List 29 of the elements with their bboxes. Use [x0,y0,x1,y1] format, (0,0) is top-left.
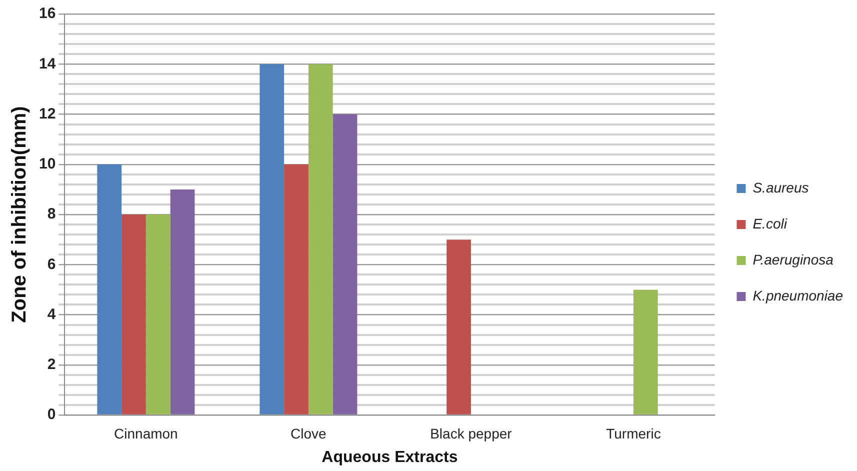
bar [146,214,170,414]
bar [260,64,284,414]
legend-label: S.aureus [752,179,809,196]
x-axis-title: Aqueous Extracts [322,448,458,466]
y-tick-label: 0 [47,406,56,424]
x-tick-label: Cinnamon [114,425,178,442]
bar [97,164,122,414]
bar [122,214,146,414]
y-tick-label: 10 [38,156,56,173]
y-tick-label: 12 [38,105,56,122]
bar [446,240,471,414]
bar [308,64,333,414]
legend-label: P.aeruginosa [752,251,834,268]
y-tick-label: 4 [47,306,56,323]
bar [170,189,195,414]
y-tick-label: 16 [38,5,56,22]
bar [284,164,308,414]
x-tick-label: Clove [290,425,327,442]
y-tick-label: 8 [47,206,56,223]
bar [332,114,358,414]
y-tick-label: 6 [47,256,56,273]
x-tick-label: Black pepper [430,425,512,442]
y-tick-label: 14 [38,55,56,72]
y-axis-title: Zone of inhibition(mm) [8,106,31,323]
y-tick-label: 2 [47,356,56,374]
legend-label: E.coli [752,215,788,232]
legend-label: K.pneumoniae [752,287,844,304]
bar [633,290,658,414]
x-tick-label: Turmeric [606,425,661,442]
